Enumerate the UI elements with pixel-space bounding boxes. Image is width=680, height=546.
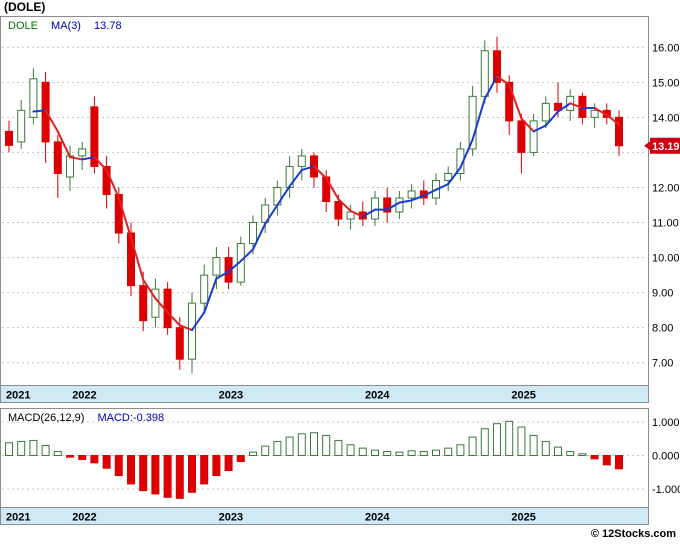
ma-value: 13.78 (94, 20, 122, 32)
symbol-label: DOLE (8, 20, 38, 32)
macd-panel: 1.000 0.000 -1.000 2021 2022 2023 2024 2025 MAC… (0, 408, 680, 526)
candlesticks (5, 36, 623, 374)
price-gridlines (2, 46, 647, 364)
svg-text:0.000: 0.000 (652, 450, 680, 462)
x-axis-band (1, 507, 648, 525)
price-panel-border (0, 16, 649, 403)
macd-label: MACD(26,12,9) (8, 412, 85, 424)
svg-text:1.000: 1.000 (652, 417, 680, 429)
svg-text:10.00: 10.00 (652, 253, 680, 265)
price-candlestick-chart: 16.00 15.00 14.00 12.00 11.00 10.00 9.00 8.00 7.… (0, 16, 680, 403)
ma-label: MA(3) (51, 20, 81, 32)
svg-text:2024: 2024 (365, 390, 390, 402)
svg-text:-1.000: -1.000 (652, 484, 680, 496)
macd-panel-border (0, 408, 649, 525)
page-title: (DOLE) (4, 0, 46, 14)
svg-text:15.00: 15.00 (652, 77, 680, 89)
price-x-year-labels: 2021 2022 2023 2024 2025 (6, 390, 536, 402)
svg-text:7.00: 7.00 (652, 358, 673, 370)
price-y-tick-labels: 16.00 15.00 14.00 12.00 11.00 10.00 9.00 8.00 7.… (652, 42, 680, 369)
svg-text:14.00: 14.00 (652, 112, 680, 124)
svg-text:2025: 2025 (511, 390, 535, 402)
macd-legend: MACD(26,12,9) MACD:-0.398 (8, 412, 174, 424)
x-axis-band (1, 385, 648, 403)
svg-text:2022: 2022 (72, 512, 96, 524)
svg-text:16.00: 16.00 (652, 42, 680, 54)
last-price-badge: 13.19 (644, 137, 680, 154)
price-legend: DOLE MA(3) 13.78 (8, 20, 132, 32)
svg-text:13.19: 13.19 (652, 141, 680, 153)
macd-histogram-chart: 1.000 0.000 -1.000 2021 2022 2023 2024 2025 (0, 408, 680, 525)
macd-value: MACD:-0.398 (97, 412, 165, 424)
svg-text:2022: 2022 (72, 390, 96, 402)
svg-text:2024: 2024 (365, 512, 390, 524)
macd-y-tick-labels: 1.000 0.000 -1.000 (652, 417, 680, 496)
svg-text:9.00: 9.00 (652, 288, 673, 300)
svg-text:8.00: 8.00 (652, 323, 673, 335)
svg-text:2021: 2021 (6, 390, 30, 402)
price-panel: 16.00 15.00 14.00 12.00 11.00 10.00 9.00 8.00 7.… (0, 16, 680, 404)
svg-text:2021: 2021 (6, 512, 30, 524)
ma3-line (32, 75, 620, 332)
copyright-watermark: © 12Stocks.com (590, 528, 676, 540)
svg-text:11.00: 11.00 (652, 218, 679, 230)
svg-text:12.00: 12.00 (652, 182, 680, 194)
macd-bars (5, 420, 623, 499)
svg-text:2023: 2023 (219, 512, 243, 524)
macd-x-year-labels: 2021 2022 2023 2024 2025 (6, 512, 536, 524)
svg-text:2023: 2023 (219, 390, 243, 402)
svg-text:2025: 2025 (511, 512, 535, 524)
